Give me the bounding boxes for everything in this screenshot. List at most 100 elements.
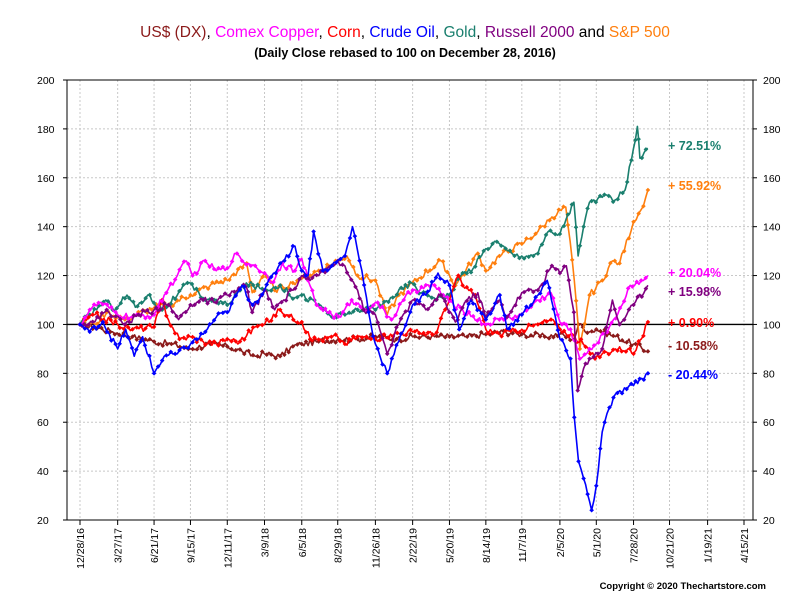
point-comex-copper <box>483 322 489 327</box>
point-corn <box>224 336 230 342</box>
point-corn <box>521 329 527 334</box>
point-russell-2000 <box>205 301 210 306</box>
point-corn <box>143 326 148 331</box>
point-crude-oil <box>551 306 556 312</box>
point-s-p-500 <box>188 292 193 298</box>
point-crude-oil <box>366 309 371 315</box>
point-comex-copper <box>336 314 341 319</box>
point-gold <box>194 286 199 292</box>
point-comex-copper <box>515 315 520 320</box>
point-s-p-500 <box>561 204 566 210</box>
point-crude-oil <box>403 322 408 328</box>
point-corn <box>138 323 144 329</box>
point-us-dx <box>438 332 444 337</box>
point-comex-copper <box>393 312 398 318</box>
point-corn <box>333 332 338 337</box>
point-russell-2000 <box>508 309 514 314</box>
point-us-dx <box>177 344 183 350</box>
point-crude-oil <box>519 312 525 317</box>
point-s-p-500 <box>440 259 446 264</box>
point-corn <box>531 323 536 328</box>
point-corn <box>295 320 300 325</box>
point-comex-copper <box>596 340 601 345</box>
point-corn <box>597 354 603 360</box>
end-label-russell-2000: + 15.98% <box>668 285 721 299</box>
point-comex-copper <box>466 309 472 315</box>
point-russell-2000 <box>595 351 601 357</box>
point-gold <box>250 282 256 288</box>
point-gold <box>633 137 638 143</box>
point-gold <box>151 300 157 306</box>
point-crude-oil <box>259 292 265 297</box>
point-s-p-500 <box>462 272 467 277</box>
point-gold <box>282 288 287 294</box>
point-s-p-500 <box>612 258 618 264</box>
point-comex-copper <box>262 270 267 276</box>
point-s-p-500 <box>471 256 476 262</box>
point-corn <box>359 335 365 340</box>
point-russell-2000 <box>209 296 215 302</box>
point-us-dx <box>273 355 278 361</box>
end-label-crude-oil: - 20.44% <box>668 368 718 382</box>
point-comex-copper <box>248 263 254 269</box>
point-corn <box>320 338 326 344</box>
point-crude-oil <box>492 301 498 306</box>
point-crude-oil <box>615 390 620 396</box>
point-russell-2000 <box>553 266 559 272</box>
point-comex-copper <box>96 300 101 306</box>
point-corn <box>512 328 518 333</box>
series-line-crude-oil <box>79 225 649 511</box>
y-tick-label-right: 80 <box>763 368 775 380</box>
point-us-dx <box>264 352 270 358</box>
point-comex-copper <box>172 277 178 282</box>
point-russell-2000 <box>200 297 206 303</box>
point-russell-2000 <box>104 307 109 313</box>
point-crude-oil <box>515 318 520 324</box>
point-s-p-500 <box>218 279 224 285</box>
point-gold <box>526 254 532 260</box>
point-comex-copper <box>445 294 450 300</box>
point-s-p-500 <box>290 280 296 286</box>
point-comex-copper <box>568 327 573 332</box>
point-comex-copper <box>87 307 93 313</box>
x-tick-label: 11/7/19 <box>517 528 529 562</box>
point-comex-copper <box>582 352 587 357</box>
point-corn <box>583 344 588 350</box>
point-corn <box>277 307 283 313</box>
point-s-p-500 <box>573 298 579 304</box>
point-corn <box>303 329 309 335</box>
point-comex-copper <box>224 265 230 271</box>
title-segment-11: and <box>574 24 608 41</box>
point-gold <box>477 254 482 260</box>
point-crude-oil <box>220 310 226 316</box>
point-s-p-500 <box>497 253 502 259</box>
point-russell-2000 <box>494 299 500 305</box>
point-crude-oil <box>438 276 443 281</box>
point-us-dx <box>255 354 260 359</box>
point-russell-2000 <box>599 346 605 352</box>
x-tick-label: 8/29/18 <box>333 528 345 563</box>
point-us-dx <box>299 341 305 347</box>
y-tick-label-right: 60 <box>763 417 775 429</box>
point-gold <box>373 307 378 313</box>
point-corn <box>242 337 247 342</box>
point-crude-oil <box>607 405 612 410</box>
point-s-p-500 <box>636 211 641 216</box>
point-s-p-500 <box>479 262 485 268</box>
point-russell-2000 <box>521 289 527 295</box>
point-s-p-500 <box>240 265 245 271</box>
point-corn <box>381 332 387 337</box>
point-russell-2000 <box>305 275 311 281</box>
point-crude-oil <box>307 256 313 262</box>
point-russell-2000 <box>442 298 448 304</box>
point-gold <box>429 295 435 301</box>
point-corn <box>255 323 260 329</box>
point-gold <box>610 199 616 205</box>
y-tick-label-left: 80 <box>37 368 49 380</box>
point-corn <box>172 331 178 336</box>
point-crude-oil <box>347 235 353 241</box>
point-russell-2000 <box>149 311 155 316</box>
point-corn <box>151 324 157 330</box>
point-russell-2000 <box>643 286 649 291</box>
y-tick-label-right: 180 <box>763 124 781 136</box>
